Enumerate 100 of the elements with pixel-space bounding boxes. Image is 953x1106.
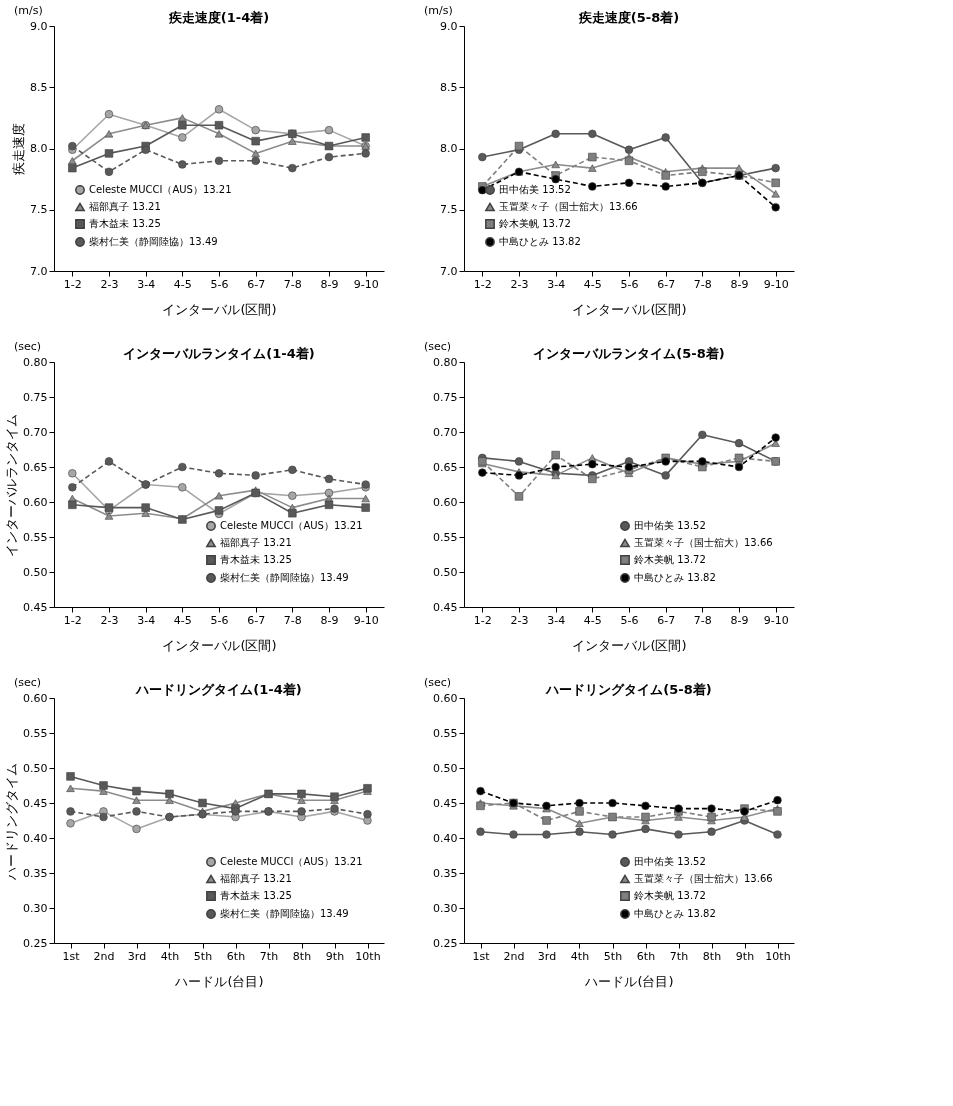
y-tick-label: 0.45 [23, 796, 48, 810]
y-tick-label: 0.40 [23, 831, 48, 845]
y-tick-label: 8.5 [440, 80, 458, 94]
y-tick-label: 0.55 [23, 726, 48, 740]
x-tick-label: 4-5 [583, 613, 602, 627]
y-tick-label: 0.25 [23, 936, 48, 950]
x-tick-label: 4th [160, 949, 180, 963]
x-tick-label: 1-2 [63, 277, 82, 291]
y-tick-label: 0.60 [23, 691, 48, 705]
legend-label: 青木益未 13.25 [89, 218, 161, 229]
y-tick-label: 0.75 [433, 390, 458, 404]
x-tick-label: 5th [603, 949, 623, 963]
chart-title: 疾走速度(5-8着) [577, 10, 680, 25]
y-tick-label: 7.5 [440, 203, 458, 217]
y-tick-label: 0.60 [433, 495, 458, 509]
y-tick-label: 0.60 [433, 691, 458, 705]
x-tick-label: 10th [765, 949, 791, 963]
legend-label: 福部真子 13.21 [89, 201, 161, 212]
y-axis-title: 疾走速度 [11, 123, 27, 175]
legend-label: 福部真子 13.21 [220, 537, 292, 548]
chart-title: ハードリングタイム(1-4着) [135, 682, 302, 697]
chart-title: インターバルランタイム(1-4着) [123, 346, 315, 361]
x-tick-label: 2-3 [100, 277, 119, 291]
y-tick-label: 0.55 [433, 726, 458, 740]
y-tick-label: 0.35 [23, 866, 48, 880]
y-tick-label: 0.35 [433, 866, 458, 880]
legend-label: 玉置菜々子（国士舘大）13.66 [634, 873, 773, 884]
x-axis-title: インターバル(区間) [162, 637, 277, 653]
x-tick-label: 5th [193, 949, 213, 963]
legend-label: 中島ひとみ 13.82 [634, 572, 716, 583]
legend-label: 玉置菜々子（国士舘大）13.66 [634, 537, 773, 548]
y-tick-label: 0.60 [23, 495, 48, 509]
y-tick-label: 8.5 [30, 80, 48, 94]
y-tick-label: 0.45 [23, 600, 48, 614]
x-tick-label: 6-7 [247, 613, 266, 627]
y-tick-label: 9.0 [30, 19, 48, 33]
x-tick-label: 6th [636, 949, 656, 963]
y-tick-label: 7.0 [440, 264, 458, 278]
legend-label: 青木益未 13.25 [220, 554, 292, 565]
text: (m/s) [14, 4, 43, 17]
x-tick-label: 3rd [537, 949, 557, 963]
x-tick-label: 1-2 [473, 277, 492, 291]
legend-label: 鈴木美帆 13.72 [634, 554, 706, 565]
y-tick-label: 0.40 [433, 831, 458, 845]
x-tick-label: 7-8 [693, 277, 712, 291]
x-tick-label: 2nd [93, 949, 115, 963]
x-tick-label: 2nd [503, 949, 525, 963]
x-tick-label: 6-7 [247, 277, 266, 291]
x-tick-label: 9th [735, 949, 755, 963]
x-tick-label: 9-10 [763, 277, 789, 291]
y-tick-label: 8.0 [30, 142, 48, 155]
x-tick-label: 4-5 [173, 277, 192, 291]
x-tick-label: 7th [669, 949, 689, 963]
legend-label: 田中佑美 13.52 [634, 520, 706, 531]
x-tick-label: 3-4 [137, 277, 156, 291]
y-tick-label: 0.70 [23, 425, 48, 439]
x-tick-label: 5-6 [620, 613, 639, 627]
y-tick-label: 0.50 [433, 761, 458, 775]
y-tick-label: 9.0 [440, 19, 458, 33]
x-tick-label: 9th [325, 949, 345, 963]
legend-label: 青木益未 13.25 [220, 890, 292, 901]
text: (sec) [424, 676, 452, 689]
y-tick-label: 0.80 [23, 355, 48, 369]
legend-label: 福部真子 13.21 [220, 873, 292, 884]
y-tick-label: 7.5 [30, 203, 48, 217]
x-tick-label: 6th [226, 949, 246, 963]
x-tick-label: 8-9 [730, 613, 749, 627]
legend-label: 田中佑美 13.52 [499, 184, 571, 195]
x-axis-title: インターバル(区間) [572, 301, 687, 317]
x-tick-label: 9-10 [353, 277, 379, 291]
text: (sec) [14, 676, 42, 689]
x-tick-label: 8-9 [320, 613, 339, 627]
y-tick-label: 0.25 [433, 936, 458, 950]
x-tick-label: 5-6 [210, 613, 229, 627]
y-tick-label: 0.80 [433, 355, 458, 369]
x-tick-label: 7th [259, 949, 279, 963]
x-tick-label: 8-9 [320, 277, 339, 291]
text: (m/s) [424, 4, 453, 17]
x-tick-label: 7-8 [693, 613, 712, 627]
legend-label: 中島ひとみ 13.82 [499, 236, 581, 247]
x-tick-label: 1st [472, 949, 491, 963]
y-tick-label: 0.65 [23, 460, 48, 474]
x-tick-label: 3rd [127, 949, 147, 963]
x-tick-label: 7-8 [283, 613, 302, 627]
x-tick-label: 5-6 [210, 277, 229, 291]
y-tick-label: 0.50 [23, 565, 48, 579]
y-tick-label: 0.55 [433, 530, 458, 544]
legend-label: 柴村仁美（静岡陸協）13.49 [220, 572, 349, 583]
chart-title: インターバルランタイム(5-8着) [533, 346, 725, 361]
y-tick-label: 0.55 [23, 530, 48, 544]
x-tick-label: 6-7 [657, 277, 676, 291]
legend-label: Celeste MUCCI（AUS）13.21 [220, 520, 363, 531]
y-tick-label: 0.45 [433, 600, 458, 614]
x-tick-label: 4-5 [583, 277, 602, 291]
legend-label: 鈴木美帆 13.72 [634, 890, 706, 901]
legend-label: Celeste MUCCI（AUS）13.21 [89, 184, 232, 195]
x-tick-label: 1st [62, 949, 81, 963]
x-tick-label: 6-7 [657, 613, 676, 627]
x-tick-label: 2-3 [510, 277, 529, 291]
legend-label: 柴村仁美（静岡陸協）13.49 [220, 908, 349, 919]
